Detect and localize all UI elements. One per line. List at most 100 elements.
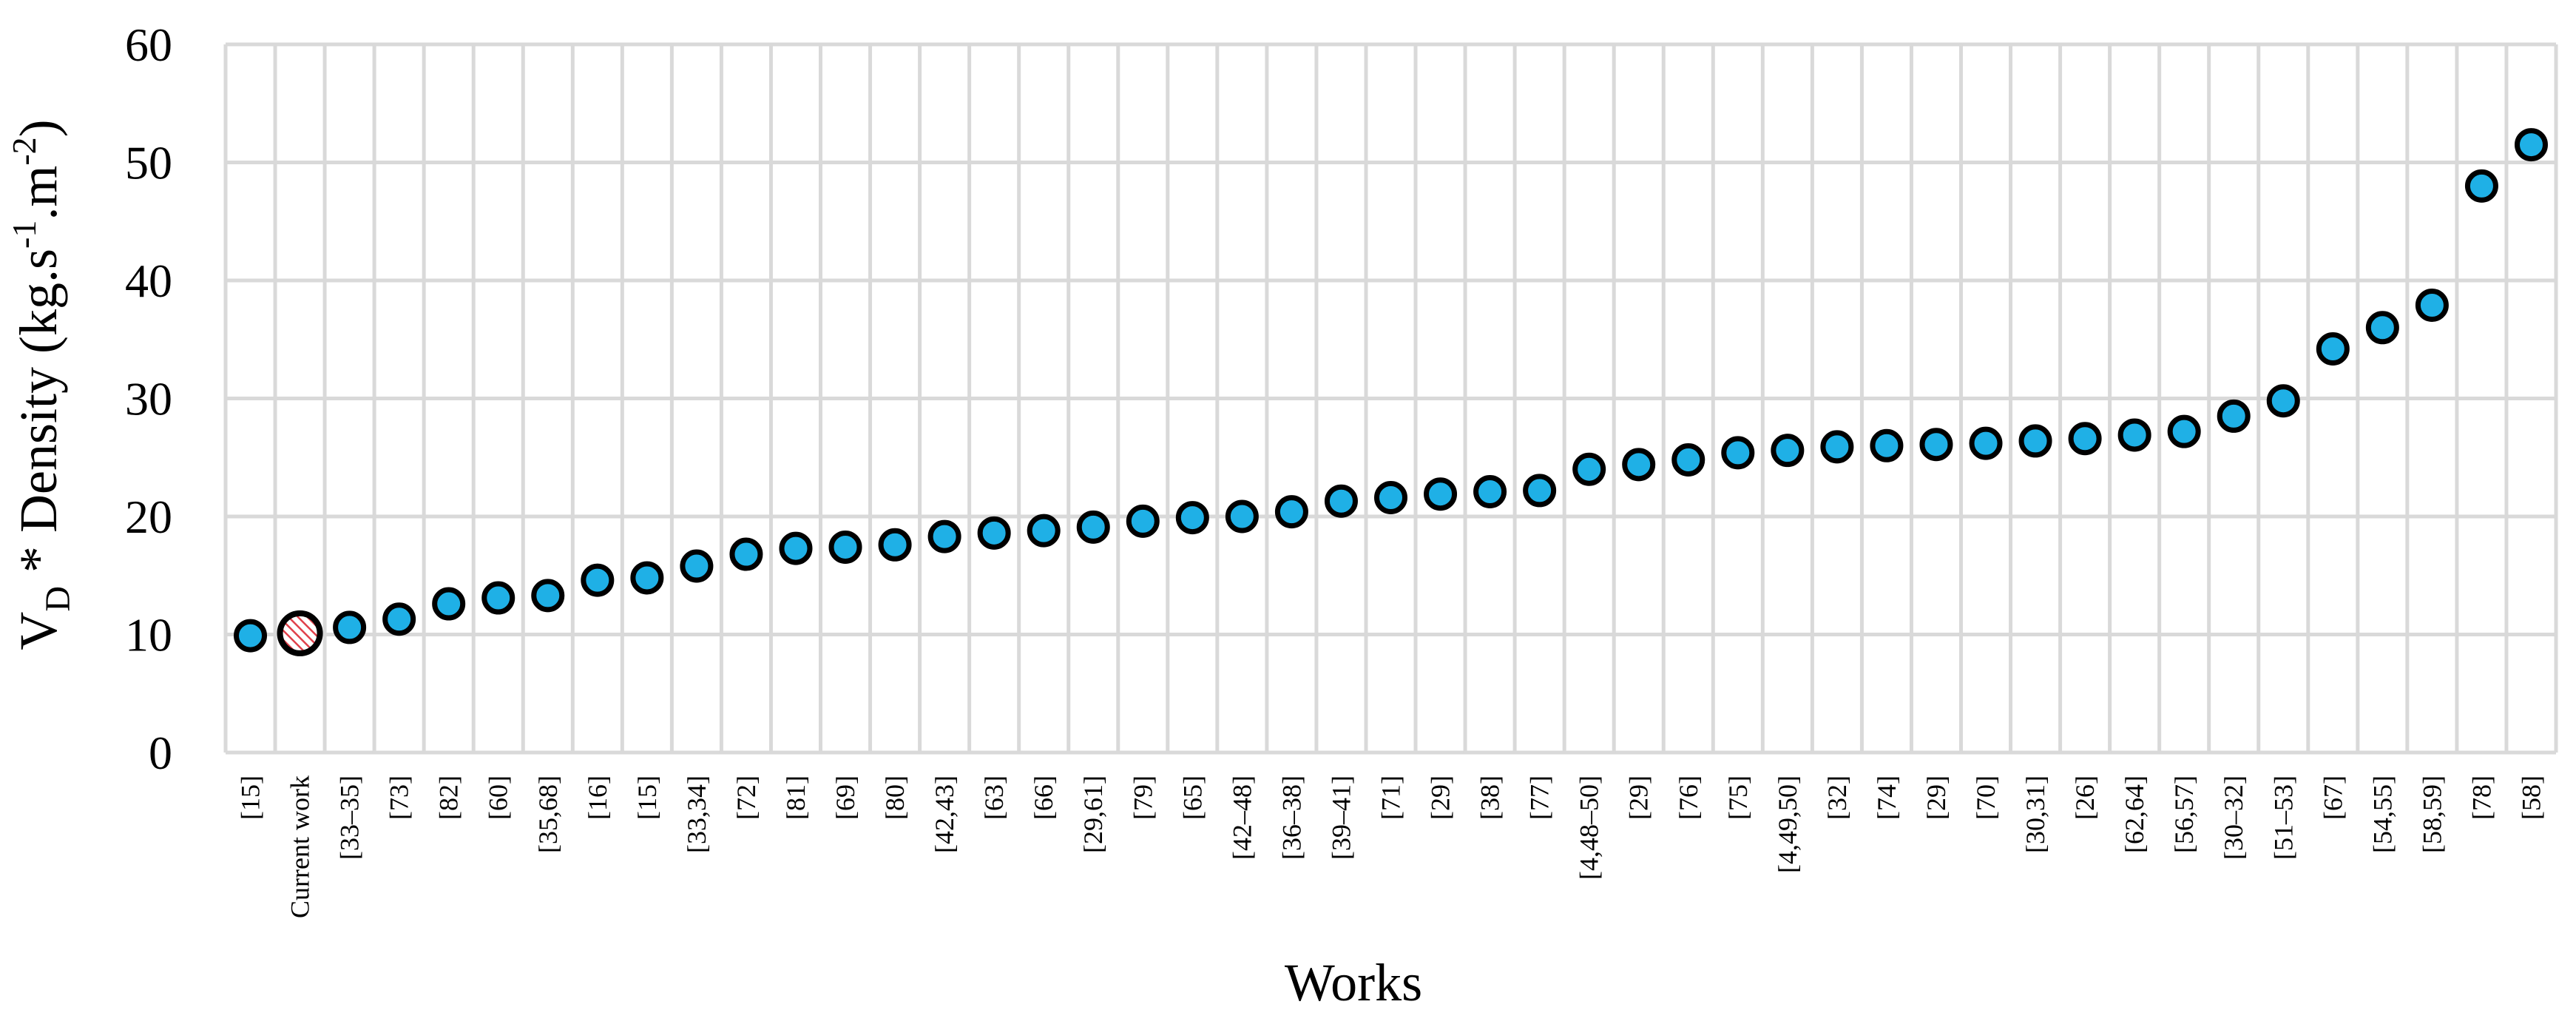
data-point <box>1374 480 1407 514</box>
data-point <box>2316 332 2350 366</box>
data-point <box>2266 384 2300 418</box>
y-tick-label: 40 <box>125 255 172 307</box>
data-point <box>630 561 664 595</box>
data-point <box>729 537 763 571</box>
data-point <box>1721 436 1755 470</box>
x-tick-label: [54,55] <box>2367 775 2397 853</box>
x-tick-label: [26] <box>2070 775 2100 820</box>
data-point <box>1424 477 1458 511</box>
x-tick-label: [42,43] <box>930 775 959 853</box>
x-tick-label: [51–53] <box>2268 775 2298 860</box>
x-tick-label: [58,59] <box>2417 775 2447 853</box>
x-tick-label: [33,34] <box>682 775 711 853</box>
x-tick-label: [71] <box>1376 775 1406 820</box>
data-point <box>1919 428 1953 462</box>
y-tick-label: 0 <box>149 727 172 779</box>
data-point <box>2217 399 2251 433</box>
data-point <box>1523 474 1557 508</box>
x-tick-label: [4,48–50] <box>1575 775 1604 880</box>
x-tick-label: [74] <box>1872 775 1901 820</box>
data-point <box>382 602 416 636</box>
data-point <box>1126 504 1160 538</box>
x-tick-label: [56,57] <box>2169 775 2199 853</box>
data-point <box>1473 475 1507 509</box>
y-tick-label: 50 <box>125 137 172 189</box>
data-point <box>581 563 615 597</box>
data-point <box>2018 424 2052 458</box>
x-tick-label: [72] <box>731 775 761 820</box>
data-point <box>1225 499 1259 533</box>
x-tick-label: [15] <box>632 775 662 820</box>
data-point <box>531 579 565 613</box>
x-tick-label: [82] <box>434 775 464 820</box>
x-axis-title: Works <box>1285 953 1422 1012</box>
x-tick-label: [39–41] <box>1326 775 1356 860</box>
data-point <box>828 530 862 564</box>
data-point <box>1820 430 1854 464</box>
data-point <box>333 610 367 644</box>
x-tick-label: [29,61] <box>1078 775 1108 853</box>
data-point <box>2415 288 2449 322</box>
data-point <box>2464 169 2498 203</box>
x-tick-label: Current work <box>285 775 315 918</box>
x-tick-label: [62,64] <box>2120 775 2149 853</box>
x-tick-label: [69] <box>831 775 860 820</box>
x-tick-label: [33–35] <box>335 775 365 860</box>
x-axis-ticks: [15] Current work [33–35] [73] [82] [60] [35,6… <box>236 775 2546 918</box>
x-tick-label: [81] <box>781 775 811 820</box>
data-point <box>1324 484 1358 518</box>
data-point <box>1076 510 1110 544</box>
y-axis-title: VD * Density (kg.s-1.m-2) <box>5 119 78 650</box>
data-point <box>2167 414 2201 448</box>
x-tick-label: [4,49,50] <box>1773 775 1802 873</box>
data-point <box>234 619 268 653</box>
y-tick-label: 60 <box>125 18 172 71</box>
data-point <box>2365 311 2399 345</box>
data-point <box>1622 448 1656 482</box>
x-tick-label: [77] <box>1525 775 1555 820</box>
data-point <box>1671 442 1705 477</box>
y-tick-label: 20 <box>125 491 172 543</box>
data-point <box>2068 422 2102 456</box>
y-axis-ticks: 0 10 20 30 40 50 60 <box>125 18 172 779</box>
y-tick-label: 10 <box>125 609 172 662</box>
data-point <box>1771 434 1805 468</box>
data-point <box>779 531 813 565</box>
data-point <box>1175 501 1209 535</box>
x-tick-label: [32] <box>1822 775 1852 820</box>
x-tick-label: [29] <box>1921 775 1951 820</box>
data-point <box>878 528 912 562</box>
x-tick-label: [16] <box>583 775 612 820</box>
x-tick-label: [15] <box>236 775 266 820</box>
data-point <box>1870 428 1904 462</box>
x-tick-label: [60] <box>484 775 513 820</box>
x-tick-label: [65] <box>1177 775 1207 820</box>
x-tick-label: [79] <box>1128 775 1157 820</box>
data-point <box>2117 418 2151 452</box>
data-points <box>234 128 2548 656</box>
grid-lines <box>223 42 2558 755</box>
data-point <box>977 516 1011 550</box>
x-tick-label: [29] <box>1624 775 1654 820</box>
data-point <box>927 519 961 553</box>
x-tick-label: [78] <box>2467 775 2496 820</box>
x-tick-label: [63] <box>979 775 1009 820</box>
x-tick-label: [30–32] <box>2219 775 2248 860</box>
x-tick-label: [67] <box>2318 775 2347 820</box>
x-tick-label: [76] <box>1674 775 1703 820</box>
x-tick-label: [58] <box>2516 775 2546 820</box>
x-tick-label: [66] <box>1029 775 1058 820</box>
data-point <box>1274 495 1308 529</box>
y-tick-label: 30 <box>125 373 172 425</box>
x-tick-label: [70] <box>1971 775 2001 820</box>
x-tick-label: [35,68] <box>533 775 563 853</box>
x-tick-label: [36–38] <box>1277 775 1306 860</box>
x-tick-label: [42–48] <box>1227 775 1257 860</box>
data-point <box>2514 128 2548 162</box>
x-tick-label: [75] <box>1723 775 1753 820</box>
data-point-current-work <box>277 610 323 656</box>
x-tick-label: [73] <box>385 775 414 820</box>
data-point <box>680 549 714 583</box>
x-tick-label: [29] <box>1426 775 1456 820</box>
